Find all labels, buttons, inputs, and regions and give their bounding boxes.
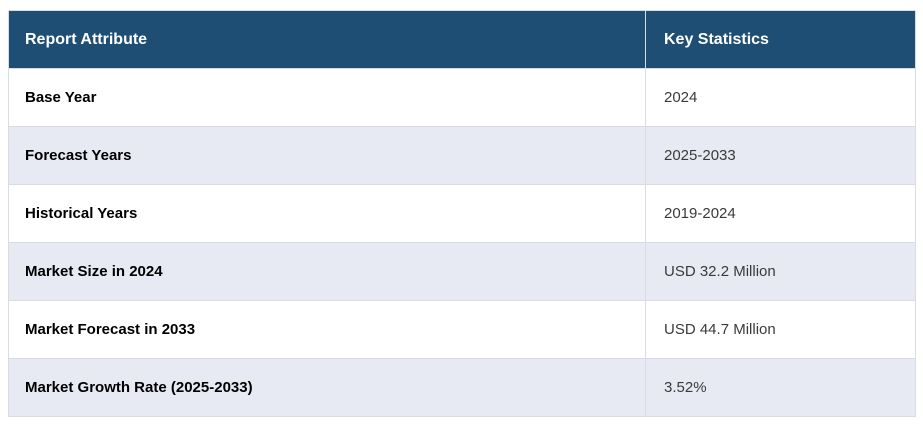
table-row-growth-rate: Market Growth Rate (2025-2033) 3.52% xyxy=(8,358,916,417)
table-row-forecast-years: Forecast Years 2025-2033 xyxy=(8,126,916,185)
value-cell: USD 32.2 Million xyxy=(645,242,916,301)
attribute-cell: Market Size in 2024 xyxy=(8,242,646,301)
attribute-cell: Market Growth Rate (2025-2033) xyxy=(8,358,646,417)
attribute-cell: Market Forecast in 2033 xyxy=(8,300,646,359)
table-body: Base Year 2024 Forecast Years 2025-2033 … xyxy=(8,68,916,417)
value-cell: USD 44.7 Million xyxy=(645,300,916,359)
attribute-cell: Forecast Years xyxy=(8,126,646,185)
column-header-key-statistics: Key Statistics xyxy=(645,10,916,69)
attribute-cell: Base Year xyxy=(8,68,646,127)
table-row-base-year: Base Year 2024 xyxy=(8,68,916,127)
attribute-cell: Historical Years xyxy=(8,184,646,243)
table-header: Report Attribute Key Statistics xyxy=(8,10,916,69)
header-row: Report Attribute Key Statistics xyxy=(8,10,916,69)
table-row-market-size: Market Size in 2024 USD 32.2 Million xyxy=(8,242,916,301)
value-cell: 3.52% xyxy=(645,358,916,417)
value-cell: 2025-2033 xyxy=(645,126,916,185)
report-statistics-table: Report Attribute Key Statistics Base Yea… xyxy=(8,10,916,417)
value-cell: 2019-2024 xyxy=(645,184,916,243)
value-cell: 2024 xyxy=(645,68,916,127)
table-row-historical-years: Historical Years 2019-2024 xyxy=(8,184,916,243)
table-row-market-forecast: Market Forecast in 2033 USD 44.7 Million xyxy=(8,300,916,359)
column-header-report-attribute: Report Attribute xyxy=(8,10,646,69)
